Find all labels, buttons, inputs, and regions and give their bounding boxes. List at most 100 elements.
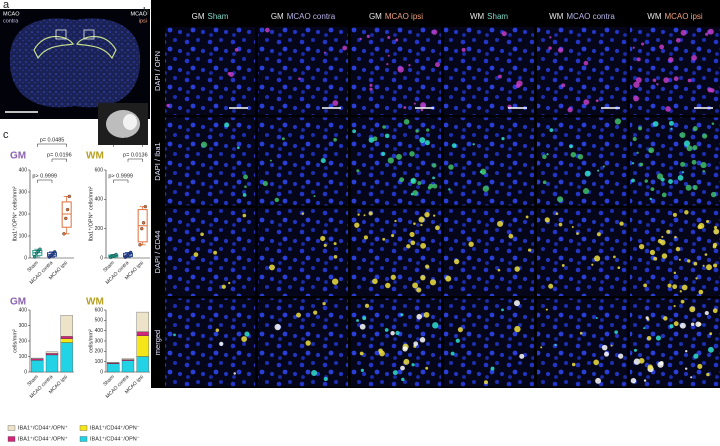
- stained-cell: [419, 137, 426, 144]
- stained-cell: [173, 333, 176, 337]
- stained-cell: [698, 222, 705, 229]
- stained-cell: [305, 340, 311, 346]
- stained-cell: [571, 226, 574, 229]
- stained-cell: [244, 331, 250, 337]
- stained-cell: [557, 196, 564, 203]
- y-tick-label: 400: [19, 167, 28, 173]
- chart-title: WM: [86, 151, 104, 162]
- stained-cell: [711, 122, 715, 125]
- stained-cell: [638, 357, 645, 364]
- stained-cell: [525, 215, 529, 219]
- column-header: GM MCAO ipsi: [369, 12, 423, 21]
- bar-segment: [45, 353, 59, 356]
- stained-cell: [359, 37, 362, 41]
- p-value: p= 0.0485: [40, 137, 65, 143]
- panel-label: b: [143, 6, 149, 18]
- stained-cell: [652, 78, 657, 83]
- stained-cell: [514, 325, 521, 333]
- stained-cell: [354, 222, 360, 228]
- y-tick-label: 600: [95, 307, 104, 313]
- y-tick-label: 200: [95, 349, 104, 355]
- stained-cell: [702, 264, 705, 267]
- stained-cell: [424, 264, 430, 269]
- header-region: WM: [549, 12, 564, 21]
- stained-cell: [387, 35, 391, 40]
- stained-cell: [409, 151, 415, 157]
- stained-cell: [461, 47, 466, 52]
- bar-segment: [136, 356, 149, 373]
- y-tick-label: 300: [95, 338, 104, 344]
- data-point: [32, 255, 37, 259]
- stained-cell: [673, 271, 677, 275]
- stained-cell: [426, 128, 430, 132]
- stained-cell: [420, 102, 427, 109]
- stained-cell: [710, 191, 717, 198]
- y-tick-label: 0: [24, 255, 27, 261]
- stained-cell: [357, 213, 360, 216]
- stained-cell: [432, 322, 439, 329]
- stained-cell: [382, 237, 386, 241]
- stained-cell: [619, 221, 624, 226]
- chart-title: GM: [10, 151, 26, 162]
- stained-cell: [685, 350, 688, 353]
- column-header: GM MCAO contra: [271, 12, 336, 21]
- stained-cell: [653, 256, 658, 261]
- stained-cell: [706, 264, 712, 271]
- stained-cell: [603, 351, 609, 357]
- stained-cell: [379, 350, 385, 357]
- stained-cell: [431, 163, 437, 168]
- stained-cell: [274, 323, 281, 331]
- stained-cell: [391, 233, 395, 238]
- stained-cell: [508, 233, 514, 239]
- y-tick-label: 200: [95, 226, 104, 232]
- p-value: p= 0.0136: [123, 152, 148, 158]
- bar-segment: [121, 359, 135, 361]
- panel-label: c: [3, 129, 9, 141]
- stained-cell: [693, 353, 699, 359]
- stained-cell: [712, 308, 718, 314]
- stained-cell: [691, 55, 697, 61]
- data-point: [129, 250, 133, 255]
- bracket: [113, 143, 143, 147]
- stained-cell: [323, 51, 326, 54]
- stained-cell: [656, 83, 659, 86]
- micrograph: [630, 208, 720, 296]
- legend-swatch: [7, 436, 16, 442]
- p-value: p> 0.9999: [108, 173, 133, 179]
- data-point: [138, 243, 142, 247]
- stained-cell: [269, 159, 272, 162]
- stained-cell: [519, 353, 525, 359]
- stained-cell: [681, 171, 685, 174]
- stained-cell: [663, 316, 668, 321]
- stained-cell: [527, 248, 532, 252]
- stained-cell: [480, 168, 487, 175]
- bar-segment: [31, 358, 44, 361]
- stained-cell: [372, 136, 378, 142]
- stained-cell: [501, 137, 505, 141]
- bar-segment: [60, 315, 73, 337]
- roi-box: [55, 29, 67, 40]
- stained-cell: [332, 100, 339, 106]
- stained-cell: [320, 235, 326, 242]
- stained-cell: [657, 361, 664, 368]
- stained-cell: [496, 220, 504, 227]
- stained-cell: [359, 323, 366, 330]
- header-group: MCAO ipsi: [385, 12, 423, 21]
- stained-cell: [433, 214, 436, 217]
- stained-cell: [692, 185, 698, 191]
- stained-cell: [685, 184, 692, 191]
- stained-cell: [448, 188, 451, 191]
- stained-cell: [424, 140, 430, 146]
- stained-cell: [385, 282, 391, 289]
- stained-cell: [602, 165, 605, 168]
- stained-cell: [396, 153, 402, 160]
- stained-cell: [413, 102, 416, 105]
- y-tick-label: 0: [100, 255, 103, 261]
- p-value: p= 0.0689: [116, 137, 141, 143]
- stained-cell: [707, 87, 713, 93]
- stained-cell: [390, 330, 395, 336]
- stained-cell: [698, 289, 704, 295]
- stained-cell: [381, 151, 386, 156]
- stained-cell: [387, 54, 390, 57]
- stained-cell: [668, 57, 674, 63]
